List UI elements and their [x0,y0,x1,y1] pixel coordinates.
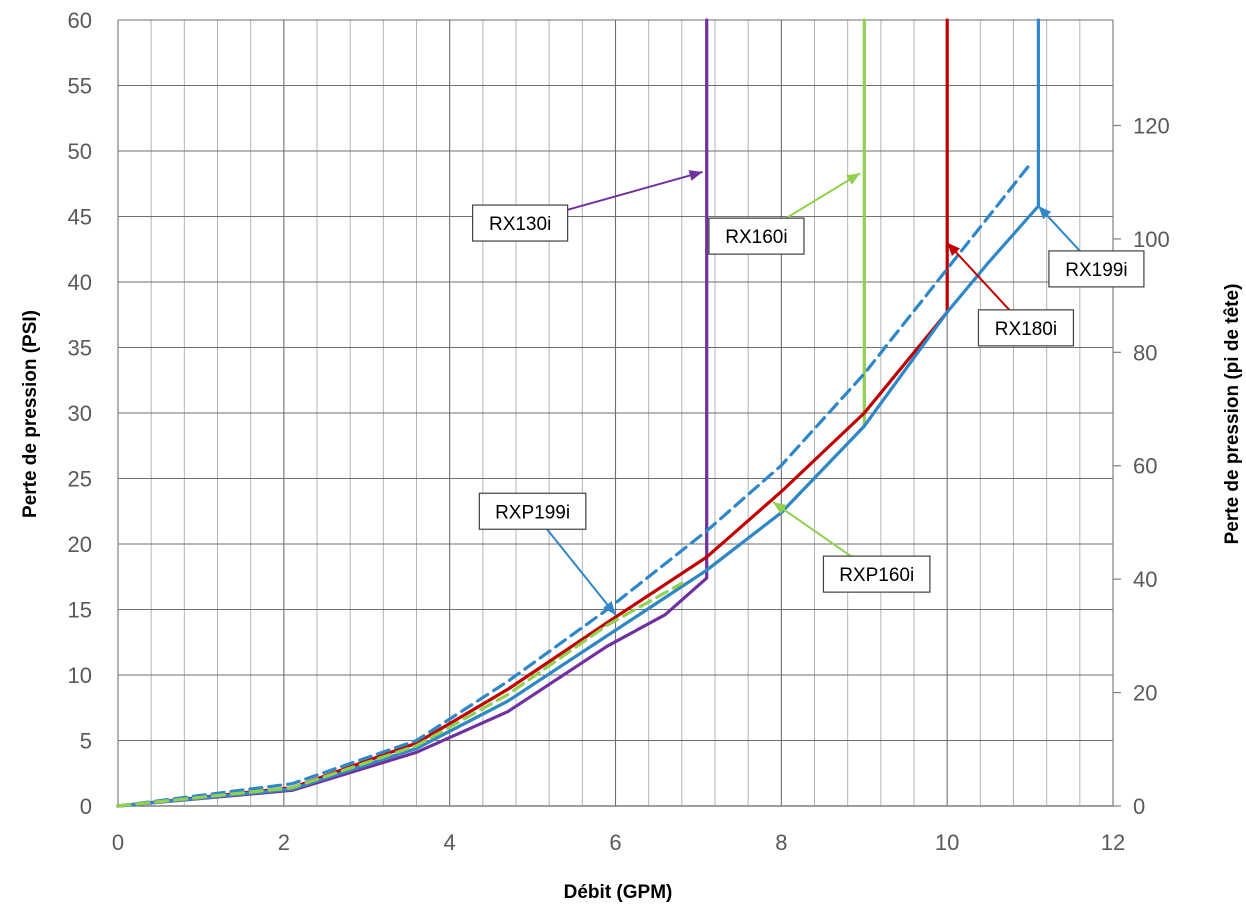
series-layer [116,18,1041,808]
y-tick-label: 15 [68,598,92,623]
series-rx180i [116,18,949,808]
y2-tick-label: 120 [1133,113,1170,138]
y2-tick-label: 100 [1133,227,1170,252]
callout-rxp199i: RXP199i [478,492,617,616]
callout-layer: RX130i RX160i RX180i RX199i RXP199i RXP160i [472,170,1145,616]
y-tick-label: 40 [68,270,92,295]
callout-rx180i: RX180i [946,242,1075,347]
callout-label: RXP199i [495,502,570,523]
callout-rx199i: RX199i [1037,205,1145,288]
callout-rx160i: RX160i [708,172,861,255]
y-tick-label: 10 [68,663,92,688]
callout-box [472,204,569,242]
axis-frame [117,20,1121,807]
major-gridlines [118,19,1113,806]
y2-tick-labels: 0 20 40 60 80 100 120 [1133,113,1170,819]
callout-rx130i: RX130i [472,170,703,242]
y-tick-label: 0 [80,794,92,819]
x-tick-labels: 0 2 4 6 8 10 12 [112,830,1125,855]
y2-tick-label: 0 [1133,794,1145,819]
x-tick-label: 4 [444,830,456,855]
y2-axis-title: Perte de pression (pi de tête) [1222,284,1243,545]
series-rx130i [116,18,709,808]
x-tick-label: 12 [1101,830,1125,855]
x-tick-label: 8 [775,830,787,855]
y2-tick-label: 60 [1133,454,1157,479]
callout-arrowhead [846,173,861,185]
x-tick-label: 0 [112,830,124,855]
callout-box [1048,250,1145,288]
callout-box [478,492,587,530]
x-tick-label: 2 [278,830,290,855]
callout-box [977,309,1075,347]
callout-arrowhead [1038,206,1052,220]
callout-label: RX199i [1065,260,1127,281]
y-tick-label: 60 [68,8,92,33]
y-tick-label: 45 [68,205,92,230]
y-tick-labels: 0 5 10 15 20 25 30 35 40 45 50 55 60 [68,8,92,819]
y-tick-label: 25 [68,467,92,492]
x-tick-label: 10 [935,830,959,855]
callout-arrowhead [947,242,961,256]
callout-rxp160i: RXP160i [772,501,931,593]
callout-label: RXP160i [839,565,914,586]
callout-arrowhead [603,601,616,615]
callout-label: RX160i [725,227,787,248]
y-tick-label: 55 [68,74,92,99]
callout-label: RX130i [489,214,551,235]
series-rxp160i [116,581,684,808]
callout-label: RX180i [995,319,1057,340]
series-rxp199i [116,162,1032,808]
y2-tick-label: 40 [1133,567,1157,592]
x-tick-label: 6 [609,830,621,855]
callout-arrowhead [688,170,703,181]
y-tick-label: 20 [68,532,92,557]
y2-tick-label: 20 [1133,681,1157,706]
y-tick-label: 5 [80,729,92,754]
x-axis-title: Débit (GPM) [564,882,673,903]
y-axis-title: Perte de pression (PSI) [20,310,41,518]
y-tick-label: 50 [68,139,92,164]
y-tick-label: 35 [68,336,92,361]
callout-arrowhead [773,502,787,515]
series-rx199i [116,18,1041,808]
y2-tick-label: 80 [1133,340,1157,365]
callout-box [708,217,805,255]
callout-box [822,555,931,593]
y-tick-label: 30 [68,401,92,426]
